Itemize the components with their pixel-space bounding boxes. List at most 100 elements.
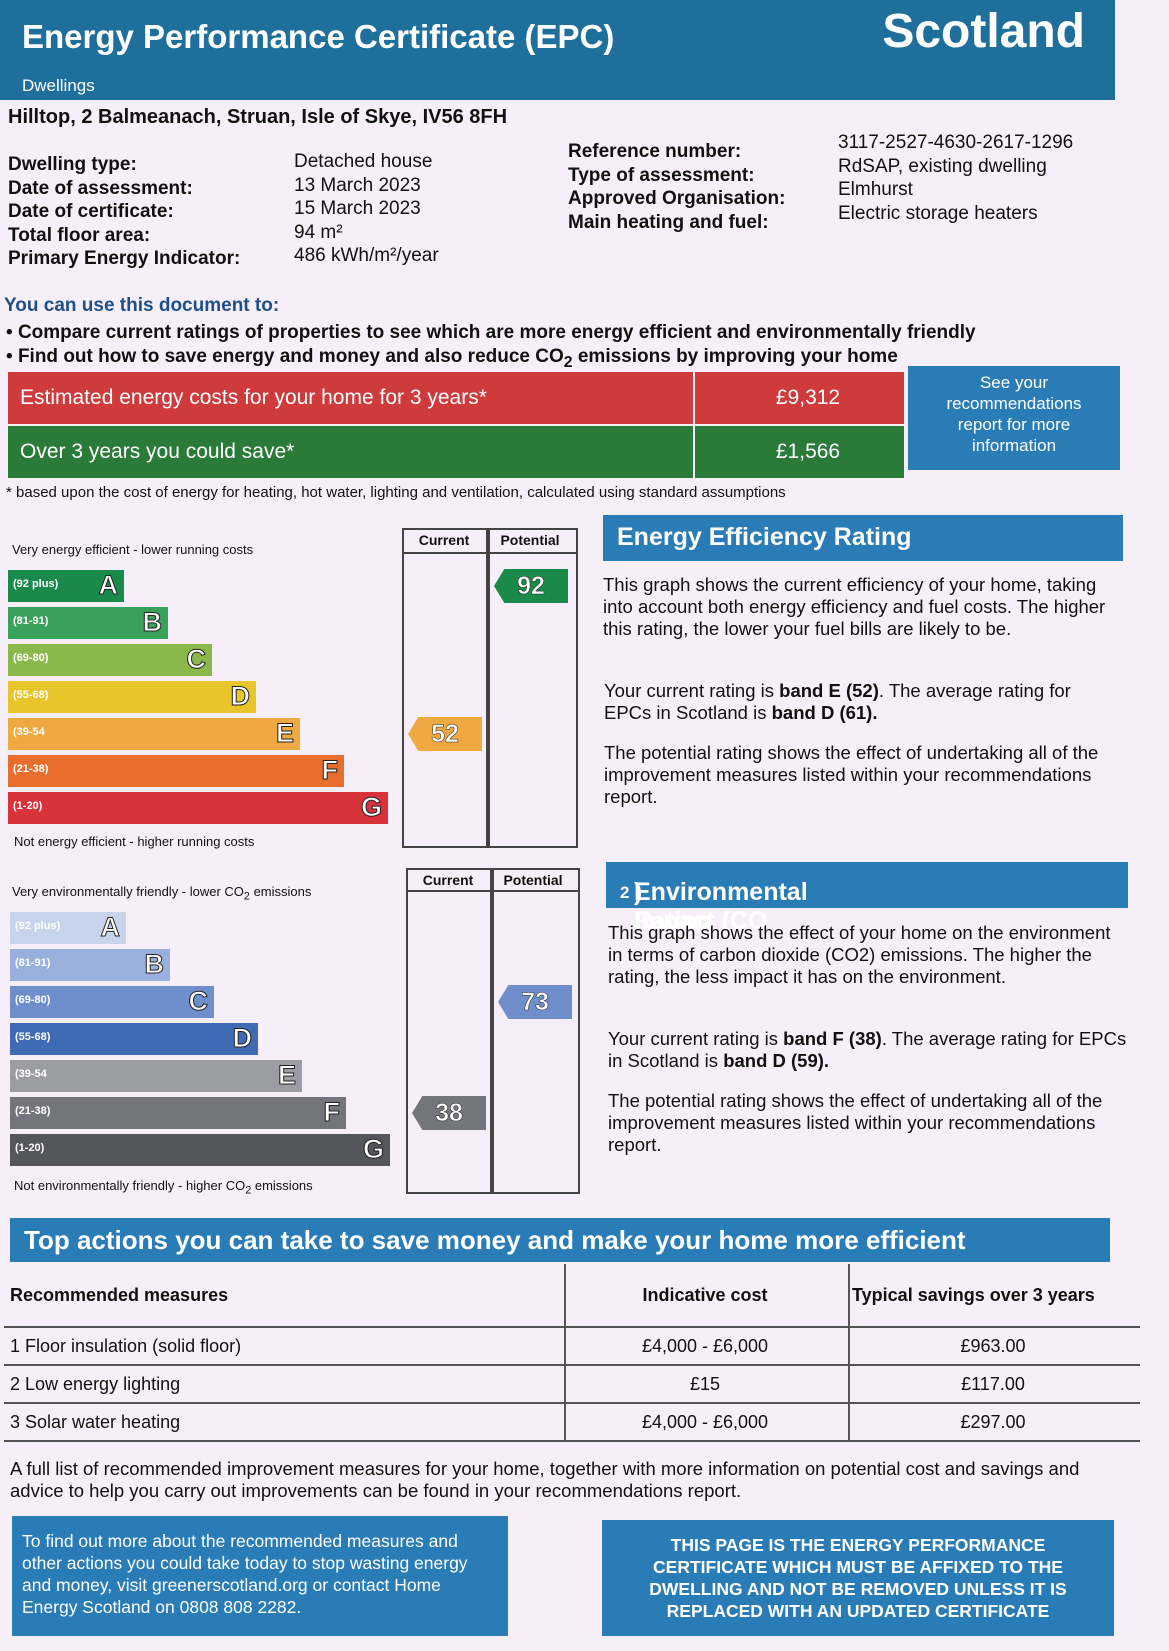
table-row: 2 Low energy lighting £15 £117.00 (4, 1365, 1140, 1404)
eer-current-column (402, 528, 490, 848)
eir-band-b: (81-91) B (10, 949, 170, 981)
eer-band-g: (1-20) G (8, 792, 388, 824)
table-header-row: Recommended measures Indicative cost Typ… (4, 1264, 1140, 1328)
detail-key: Dwelling type: (8, 154, 137, 175)
actions-note: A full list of recommended improvement m… (10, 1458, 1080, 1501)
details-left-values: Detached house 13 March 2023 15 March 20… (294, 150, 544, 268)
eer-paragraph-2: Your current rating is band E (52). The … (604, 680, 1071, 723)
savings-value: £1,566 (775, 440, 841, 463)
detail-key: Type of assessment: (568, 164, 755, 186)
eir-band-range: (21-38) (15, 1105, 51, 1117)
detail-value: Electric storage heaters (838, 202, 1038, 224)
eir-band-range: (81-91) (15, 957, 51, 969)
eer-band-letter: C (186, 644, 206, 675)
eir-band-letter: F (323, 1097, 340, 1128)
use-bullet-1: • Compare current ratings of properties … (6, 322, 1106, 344)
details-right-values: 3117-2527-4630-2617-1296 RdSAP, existing… (838, 131, 1138, 225)
measure-cost: £4,000 - £6,000 (564, 1327, 846, 1366)
page-title: Energy Performance Certificate (EPC) (22, 18, 615, 55)
eir-band-g: (1-20) G (10, 1134, 390, 1166)
eir-band-d: (55-68) D (10, 1023, 258, 1055)
eer-band-b: (81-91) B (8, 607, 168, 639)
eer-band-range: (81-91) (13, 615, 49, 627)
bullet-text: Find out how to save energy and money an… (17, 346, 564, 367)
table-row: 3 Solar water heating £4,000 - £6,000 £2… (4, 1403, 1140, 1442)
eir-band-letter: E (277, 1060, 296, 1091)
eir-band-letter: C (188, 986, 208, 1017)
header-savings: Typical savings over 3 years (846, 1264, 1140, 1328)
bullet-dot: • (6, 322, 18, 343)
eer-band-e: (39-54 E (8, 718, 300, 750)
eir-band-letter: G (362, 1134, 384, 1165)
detail-key: Total floor area: (8, 224, 151, 246)
eer-band-letter: E (275, 718, 294, 749)
eir-band-c: (69-80) C (10, 986, 214, 1018)
eer-band-c: (69-80) C (8, 644, 212, 676)
subheader-bar: Dwellings (0, 72, 1115, 100)
detail-value: Elmhurst (838, 179, 913, 200)
details-left-keys: Dwelling type: Date of assessment: Date … (8, 153, 298, 271)
detail-value: 13 March 2023 (294, 174, 421, 196)
measure-name: 1 Floor insulation (solid floor) (4, 1327, 564, 1366)
eir-top-label: Very environmentally friendly - lower CO… (12, 884, 312, 903)
eer-band-letter: F (321, 755, 338, 786)
eir-band-letter: A (100, 912, 120, 943)
cost-footnote: * based upon the cost of energy for heat… (6, 484, 786, 501)
eir-paragraph-2: Your current rating is band F (38). The … (608, 1028, 1127, 1071)
property-address: Hilltop, 2 Balmeanach, Struan, Isle of S… (8, 106, 508, 128)
estimated-costs-label: Estimated energy costs for your home for… (20, 386, 487, 409)
table-row: 1 Floor insulation (solid floor) £4,000 … (4, 1327, 1140, 1366)
eer-band-letter: A (98, 570, 118, 601)
eir-bottom-label: Not environmentally friendly - higher CO… (14, 1178, 313, 1197)
eer-band-f: (21-38) F (8, 755, 344, 787)
measure-savings: £117.00 (846, 1365, 1140, 1404)
detail-value: 3117-2527-4630-2617-1296 (838, 132, 1074, 153)
eir-band-range: (69-80) (15, 994, 51, 1006)
footnote-text: based upon the cost of energy for heatin… (16, 484, 786, 501)
eir-paragraph-1: This graph shows the effect of your home… (608, 922, 1111, 987)
detail-value: 486 kWh/m²/year (294, 245, 439, 266)
eir-title: Environmental Impact (CO 2) Rating (620, 878, 808, 935)
detail-key: Primary Energy Indicator: (8, 248, 241, 269)
eir-title-bar: Environmental Impact (CO 2) Rating (606, 862, 1128, 935)
eer-bottom-label: Not energy efficient - higher running co… (14, 834, 255, 849)
eir-potential-column (490, 868, 580, 1194)
footer-notice-box: THIS PAGE IS THE ENERGY PERFORMANCE CERT… (602, 1520, 1114, 1636)
eir-potential-rating: 73 (498, 985, 572, 1019)
eir-band-f: (21-38) F (10, 1097, 346, 1129)
eer-band-range: (21-38) (13, 763, 49, 775)
detail-key: Reference number: (568, 141, 742, 162)
bullet-text-post: emissions by improving your home (572, 346, 898, 367)
eer-band-range: (69-80) (13, 652, 49, 664)
see-report-box: See your recommendations report for more… (908, 366, 1120, 470)
use-heading: You can use this document to: (4, 295, 280, 316)
measure-savings: £297.00 (846, 1403, 1140, 1442)
eer-top-label: Very energy efficient - lower running co… (12, 542, 254, 557)
eer-potential-column (486, 528, 578, 848)
header-measures: Recommended measures (4, 1264, 564, 1328)
eir-current-band: band F (38) (783, 1028, 882, 1049)
eir-band-a: (92 plus) A (10, 912, 126, 944)
detail-value: 94 m² (294, 221, 343, 243)
eir-band-letter: B (144, 949, 164, 980)
eer-band-letter: B (142, 607, 162, 638)
actions-title: Top actions you can take to save money a… (24, 1225, 966, 1255)
page-subtitle: Dwellings (22, 76, 95, 95)
bullet-dot: • (6, 346, 18, 367)
eer-band-letter: D (230, 681, 250, 712)
savings-bar: Over 3 years you could save* £1,566 (8, 426, 904, 478)
detail-value: Detached house (294, 151, 433, 172)
eer-band-range: (55-68) (13, 689, 49, 701)
detail-value: 15 March 2023 (294, 198, 421, 219)
eer-band-range: (1-20) (13, 800, 43, 812)
measure-savings: £963.00 (846, 1327, 1140, 1366)
details-right-keys: Reference number: Type of assessment: Ap… (568, 140, 838, 234)
eir-current-header: Current (422, 872, 474, 888)
eer-average-band: band D (61). (771, 702, 878, 723)
eir-band-range: (55-68) (15, 1031, 51, 1043)
detail-key: Date of assessment: (8, 177, 193, 199)
header-cost: Indicative cost (564, 1264, 846, 1328)
eer-band-a: (92 plus) A (8, 570, 124, 602)
measure-cost: £4,000 - £6,000 (564, 1403, 846, 1442)
eer-current-rating: 52 (408, 717, 482, 751)
